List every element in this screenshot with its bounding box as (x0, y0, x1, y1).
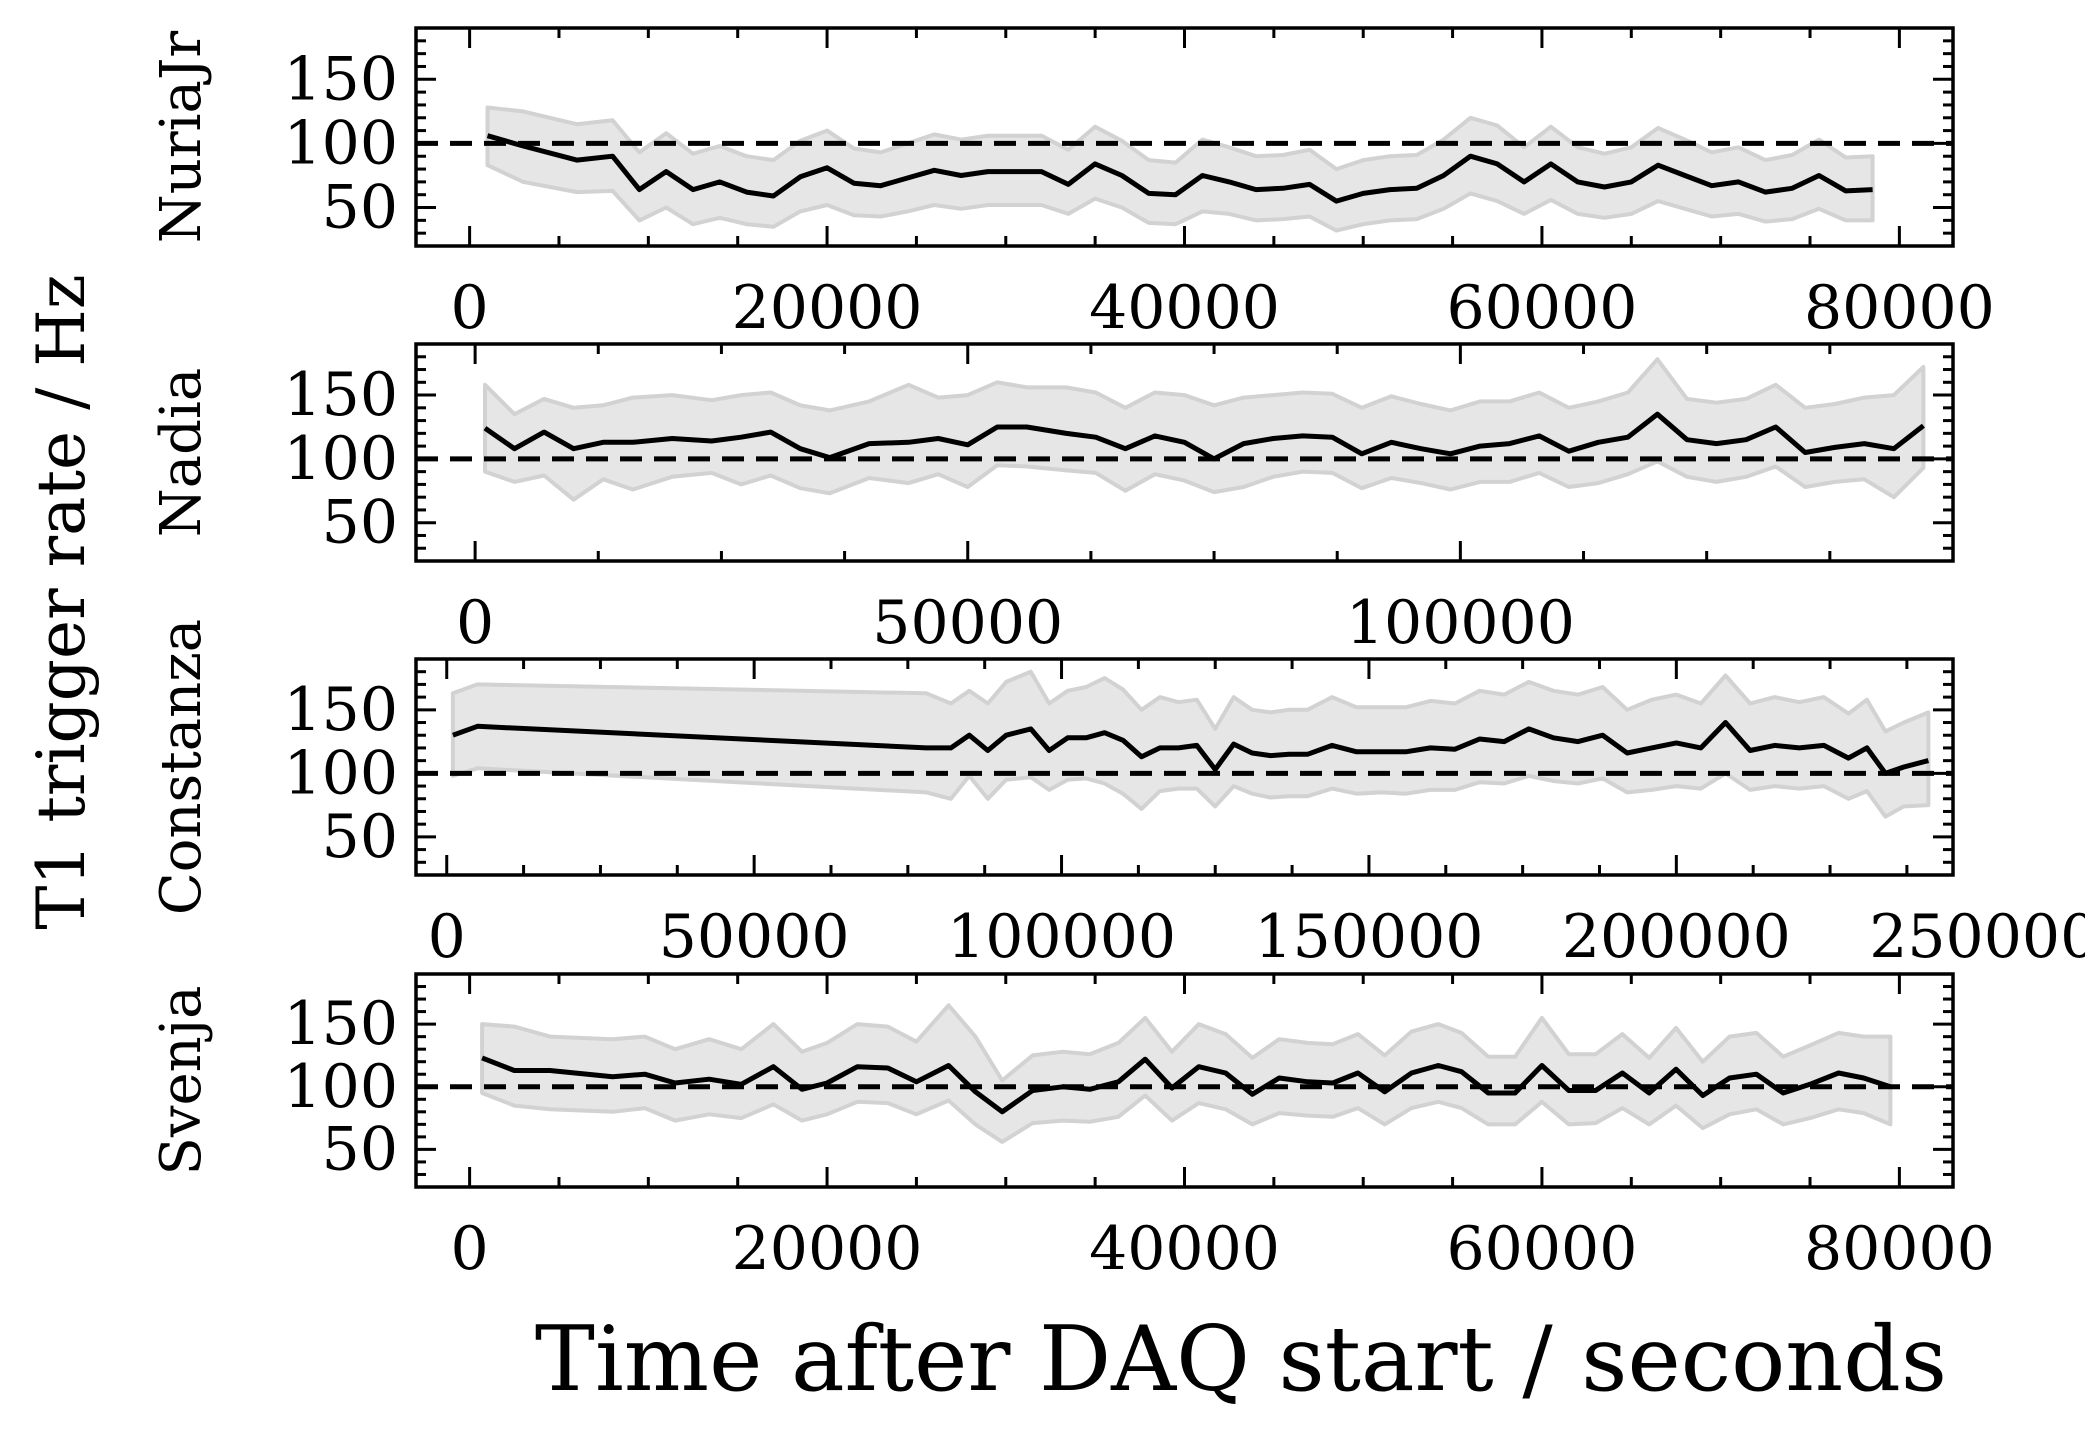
y-tick-label: 50 (322, 802, 398, 872)
x-tick-label: 0 (456, 588, 494, 658)
x-tick-label: 80000 (1804, 273, 1995, 343)
x-tick-label: 40000 (1089, 273, 1280, 343)
x-tick-label: 250000 (1869, 902, 2085, 972)
axes-frame (414, 657, 1955, 877)
rate-line (483, 411, 1925, 462)
x-tick-label: 50000 (872, 588, 1063, 658)
x-tick-label: 80000 (1804, 1214, 1995, 1284)
x-tick-label: 0 (451, 1214, 489, 1284)
y-axis-title: T1 trigger rate / Hz (23, 274, 100, 929)
y-tick-label: 50 (322, 173, 398, 243)
x-tick-label: 40000 (1089, 1214, 1280, 1284)
x-tick-label: 200000 (1562, 902, 1791, 972)
y-tick-label: 150 (283, 44, 398, 114)
x-tick-label: 100000 (947, 902, 1176, 972)
x-tick-label: 0 (451, 273, 489, 343)
panel-label: Nadia (149, 368, 214, 538)
x-tick-label: 20000 (732, 1214, 923, 1284)
panel-label: NuriaJr (149, 31, 214, 244)
x-tick-label: 100000 (1346, 588, 1575, 658)
axes-frame (414, 342, 1955, 563)
y-tick-label: 100 (283, 424, 398, 494)
x-tick-label: 60000 (1447, 273, 1638, 343)
uncertainty-band (485, 105, 1875, 233)
x-axis-title: Time after DAQ start / seconds (535, 1307, 1947, 1412)
panel-label: Svenja (149, 986, 214, 1176)
uncertainty-band (483, 357, 1926, 502)
y-tick-label: 100 (283, 108, 398, 178)
rate-line (486, 133, 1873, 204)
y-tick-label: 100 (283, 738, 398, 808)
x-tick-label: 20000 (732, 273, 923, 343)
y-tick-label: 150 (283, 989, 398, 1059)
x-tick-label: 0 (428, 902, 466, 972)
y-tick-label: 50 (322, 488, 398, 558)
y-tick-label: 50 (322, 1114, 398, 1184)
panel-label: Constanza (149, 619, 214, 915)
x-tick-label: 50000 (659, 902, 850, 972)
rate-line (481, 1055, 1892, 1115)
x-tick-label: 60000 (1447, 1214, 1638, 1284)
rate-line (452, 720, 1930, 776)
y-tick-label: 150 (283, 360, 398, 430)
x-tick-label: 150000 (1254, 902, 1483, 972)
y-tick-label: 100 (283, 1052, 398, 1122)
y-tick-label: 150 (283, 675, 398, 745)
